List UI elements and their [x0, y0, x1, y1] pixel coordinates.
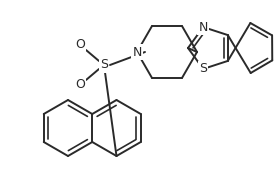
Text: O: O	[75, 78, 85, 91]
Text: S: S	[100, 59, 108, 72]
Text: S: S	[199, 62, 207, 75]
Text: N: N	[132, 46, 142, 59]
Text: O: O	[75, 38, 85, 51]
Text: N: N	[199, 21, 208, 34]
